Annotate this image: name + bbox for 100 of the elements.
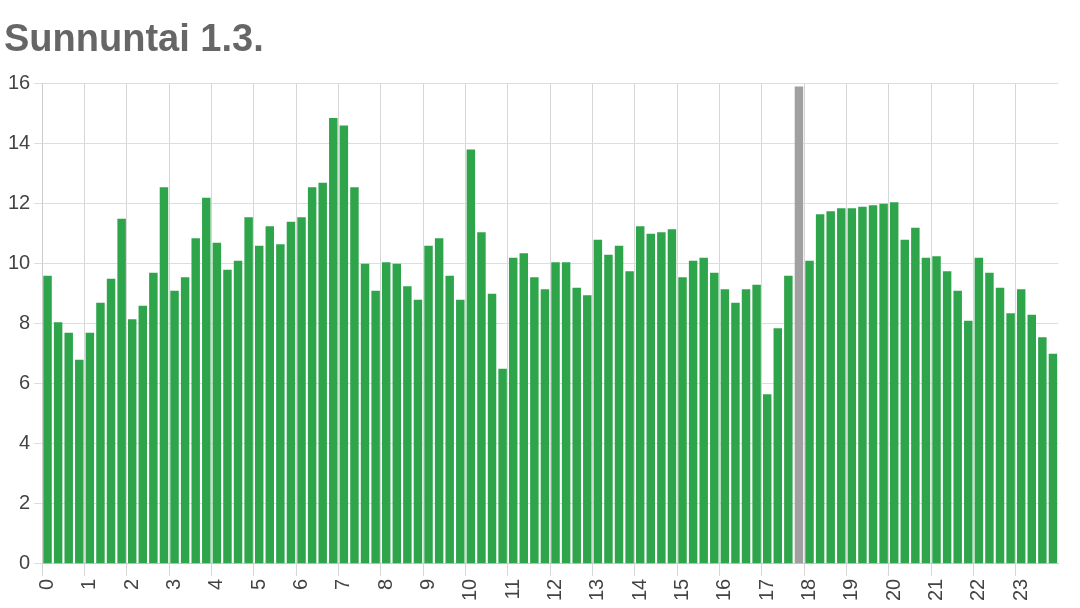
bar xyxy=(964,320,973,564)
x-tick-label: 18 xyxy=(797,578,820,601)
bar xyxy=(953,290,962,564)
bar xyxy=(530,277,539,564)
bar xyxy=(932,256,941,564)
y-tick-label: 2 xyxy=(19,491,31,514)
bar xyxy=(847,208,857,564)
bar xyxy=(900,239,910,564)
x-tick-label: 14 xyxy=(627,578,650,601)
bar xyxy=(180,277,190,564)
bar xyxy=(106,278,116,564)
bar xyxy=(339,125,349,564)
bar xyxy=(858,206,867,564)
bar xyxy=(202,197,211,564)
bar xyxy=(815,214,825,564)
bar xyxy=(572,287,581,564)
bar xyxy=(720,289,730,564)
bar xyxy=(731,302,740,564)
bar xyxy=(604,254,613,564)
chart-title: Sunnuntai 1.3. xyxy=(4,17,264,60)
bar xyxy=(424,245,433,564)
bar xyxy=(773,328,783,564)
bar xyxy=(466,149,476,564)
bar xyxy=(276,244,285,564)
bar xyxy=(805,260,814,564)
x-tick-label: 8 xyxy=(373,578,396,590)
x-tick-label: 15 xyxy=(670,578,693,601)
bar xyxy=(995,287,1005,564)
bar xyxy=(688,260,698,564)
x-tick-label: 6 xyxy=(289,578,312,590)
x-tick-label: 20 xyxy=(881,578,904,601)
bar xyxy=(667,229,677,564)
bar xyxy=(657,232,666,564)
bar xyxy=(519,253,529,564)
bar xyxy=(371,290,380,564)
bar xyxy=(826,211,835,564)
bar xyxy=(1027,314,1036,564)
bar xyxy=(784,275,793,564)
bar xyxy=(889,202,899,564)
y-tick-label: 16 xyxy=(8,71,31,94)
bar xyxy=(456,299,465,564)
bar xyxy=(127,319,137,564)
bar xyxy=(233,260,243,564)
x-tick-label: 16 xyxy=(712,578,735,601)
bar xyxy=(879,203,888,564)
bar xyxy=(413,299,423,564)
bar xyxy=(403,286,412,564)
bar xyxy=(625,271,634,564)
bar xyxy=(170,290,179,564)
bar xyxy=(244,217,253,564)
bar xyxy=(392,263,402,564)
bar xyxy=(138,305,148,564)
y-tick-label: 10 xyxy=(8,251,31,274)
bar xyxy=(85,332,95,564)
bar xyxy=(191,238,200,564)
bar xyxy=(911,227,920,564)
y-tick-label: 4 xyxy=(19,431,31,454)
bar xyxy=(921,257,931,564)
bar xyxy=(445,275,454,564)
bar xyxy=(752,284,761,564)
y-tick-label: 14 xyxy=(8,131,31,154)
bar xyxy=(350,187,359,564)
bar xyxy=(1006,313,1015,564)
x-tick-label: 13 xyxy=(585,578,608,601)
bar xyxy=(561,262,571,564)
bar xyxy=(614,245,624,564)
bar xyxy=(1016,289,1026,564)
x-tick-label: 1 xyxy=(77,578,100,590)
bar xyxy=(942,271,952,564)
bar xyxy=(75,359,84,564)
bar xyxy=(117,218,126,564)
bar xyxy=(360,263,370,564)
x-tick-label: 0 xyxy=(35,578,58,590)
x-tick-label: 2 xyxy=(119,578,142,590)
bar xyxy=(762,394,772,564)
bar xyxy=(646,233,656,564)
x-tick-label: 4 xyxy=(204,578,227,590)
bar xyxy=(149,272,158,564)
bar xyxy=(297,217,306,564)
bar xyxy=(254,245,264,564)
bar xyxy=(974,257,984,564)
bar xyxy=(477,232,486,564)
x-tick-label: 21 xyxy=(924,578,947,601)
x-tick-label: 12 xyxy=(543,578,566,601)
bar xyxy=(583,295,592,564)
bar xyxy=(710,272,719,564)
bar xyxy=(699,257,708,564)
x-tick-label: 19 xyxy=(839,578,862,601)
bar xyxy=(741,289,751,564)
bar xyxy=(498,368,507,564)
y-tick-label: 12 xyxy=(8,191,31,214)
x-tick-label: 17 xyxy=(754,578,777,601)
bar xyxy=(540,289,550,564)
x-tick-label: 23 xyxy=(1008,578,1031,601)
x-tick-label: 11 xyxy=(500,578,523,600)
bar xyxy=(159,187,169,564)
x-tick-label: 7 xyxy=(331,578,354,590)
bar xyxy=(434,238,444,564)
bar xyxy=(212,242,222,564)
bar xyxy=(678,277,687,564)
